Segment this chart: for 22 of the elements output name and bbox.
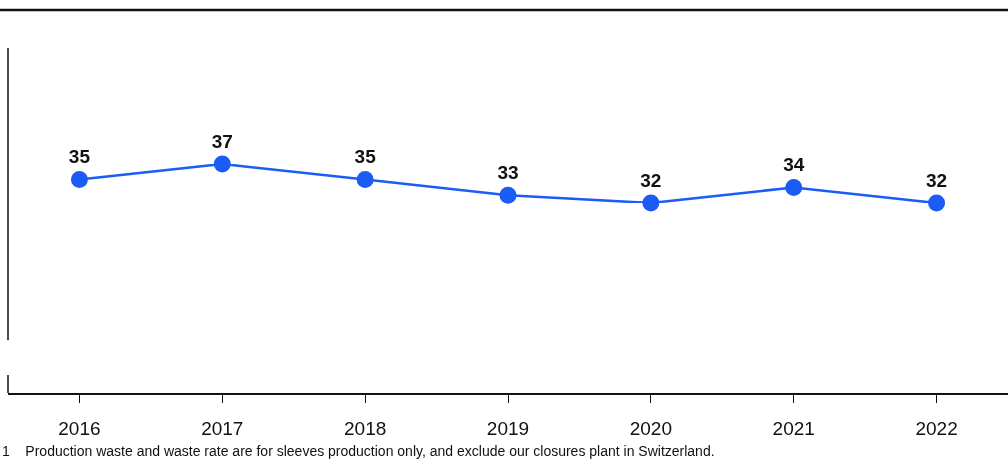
x-tick-label: 2020	[629, 418, 672, 440]
point	[642, 194, 660, 212]
point	[499, 186, 517, 204]
point	[213, 155, 231, 173]
data-label: 33	[497, 161, 519, 183]
x-tick-label: 2017	[201, 418, 244, 440]
x-tick-label: 2016	[58, 418, 101, 440]
x-tick-label: 2022	[915, 418, 958, 440]
data-label: 34	[783, 154, 805, 176]
point	[928, 194, 946, 212]
data-label: 32	[926, 169, 948, 191]
x-tick-label: 2021	[772, 418, 815, 440]
point	[785, 178, 803, 196]
x-tick-label: 2019	[486, 418, 530, 440]
text: 1 Production waste and waste rate are for sleeves production only, and exclude our closures plant in Switzerland.	[2, 443, 715, 459]
data-label: 35	[354, 146, 377, 168]
data-label: 35	[68, 146, 91, 168]
point	[70, 171, 88, 189]
data-label: 37	[211, 130, 233, 152]
point	[356, 171, 374, 189]
x-tick-label: 2018	[344, 418, 387, 440]
data-label: 32	[640, 169, 662, 191]
